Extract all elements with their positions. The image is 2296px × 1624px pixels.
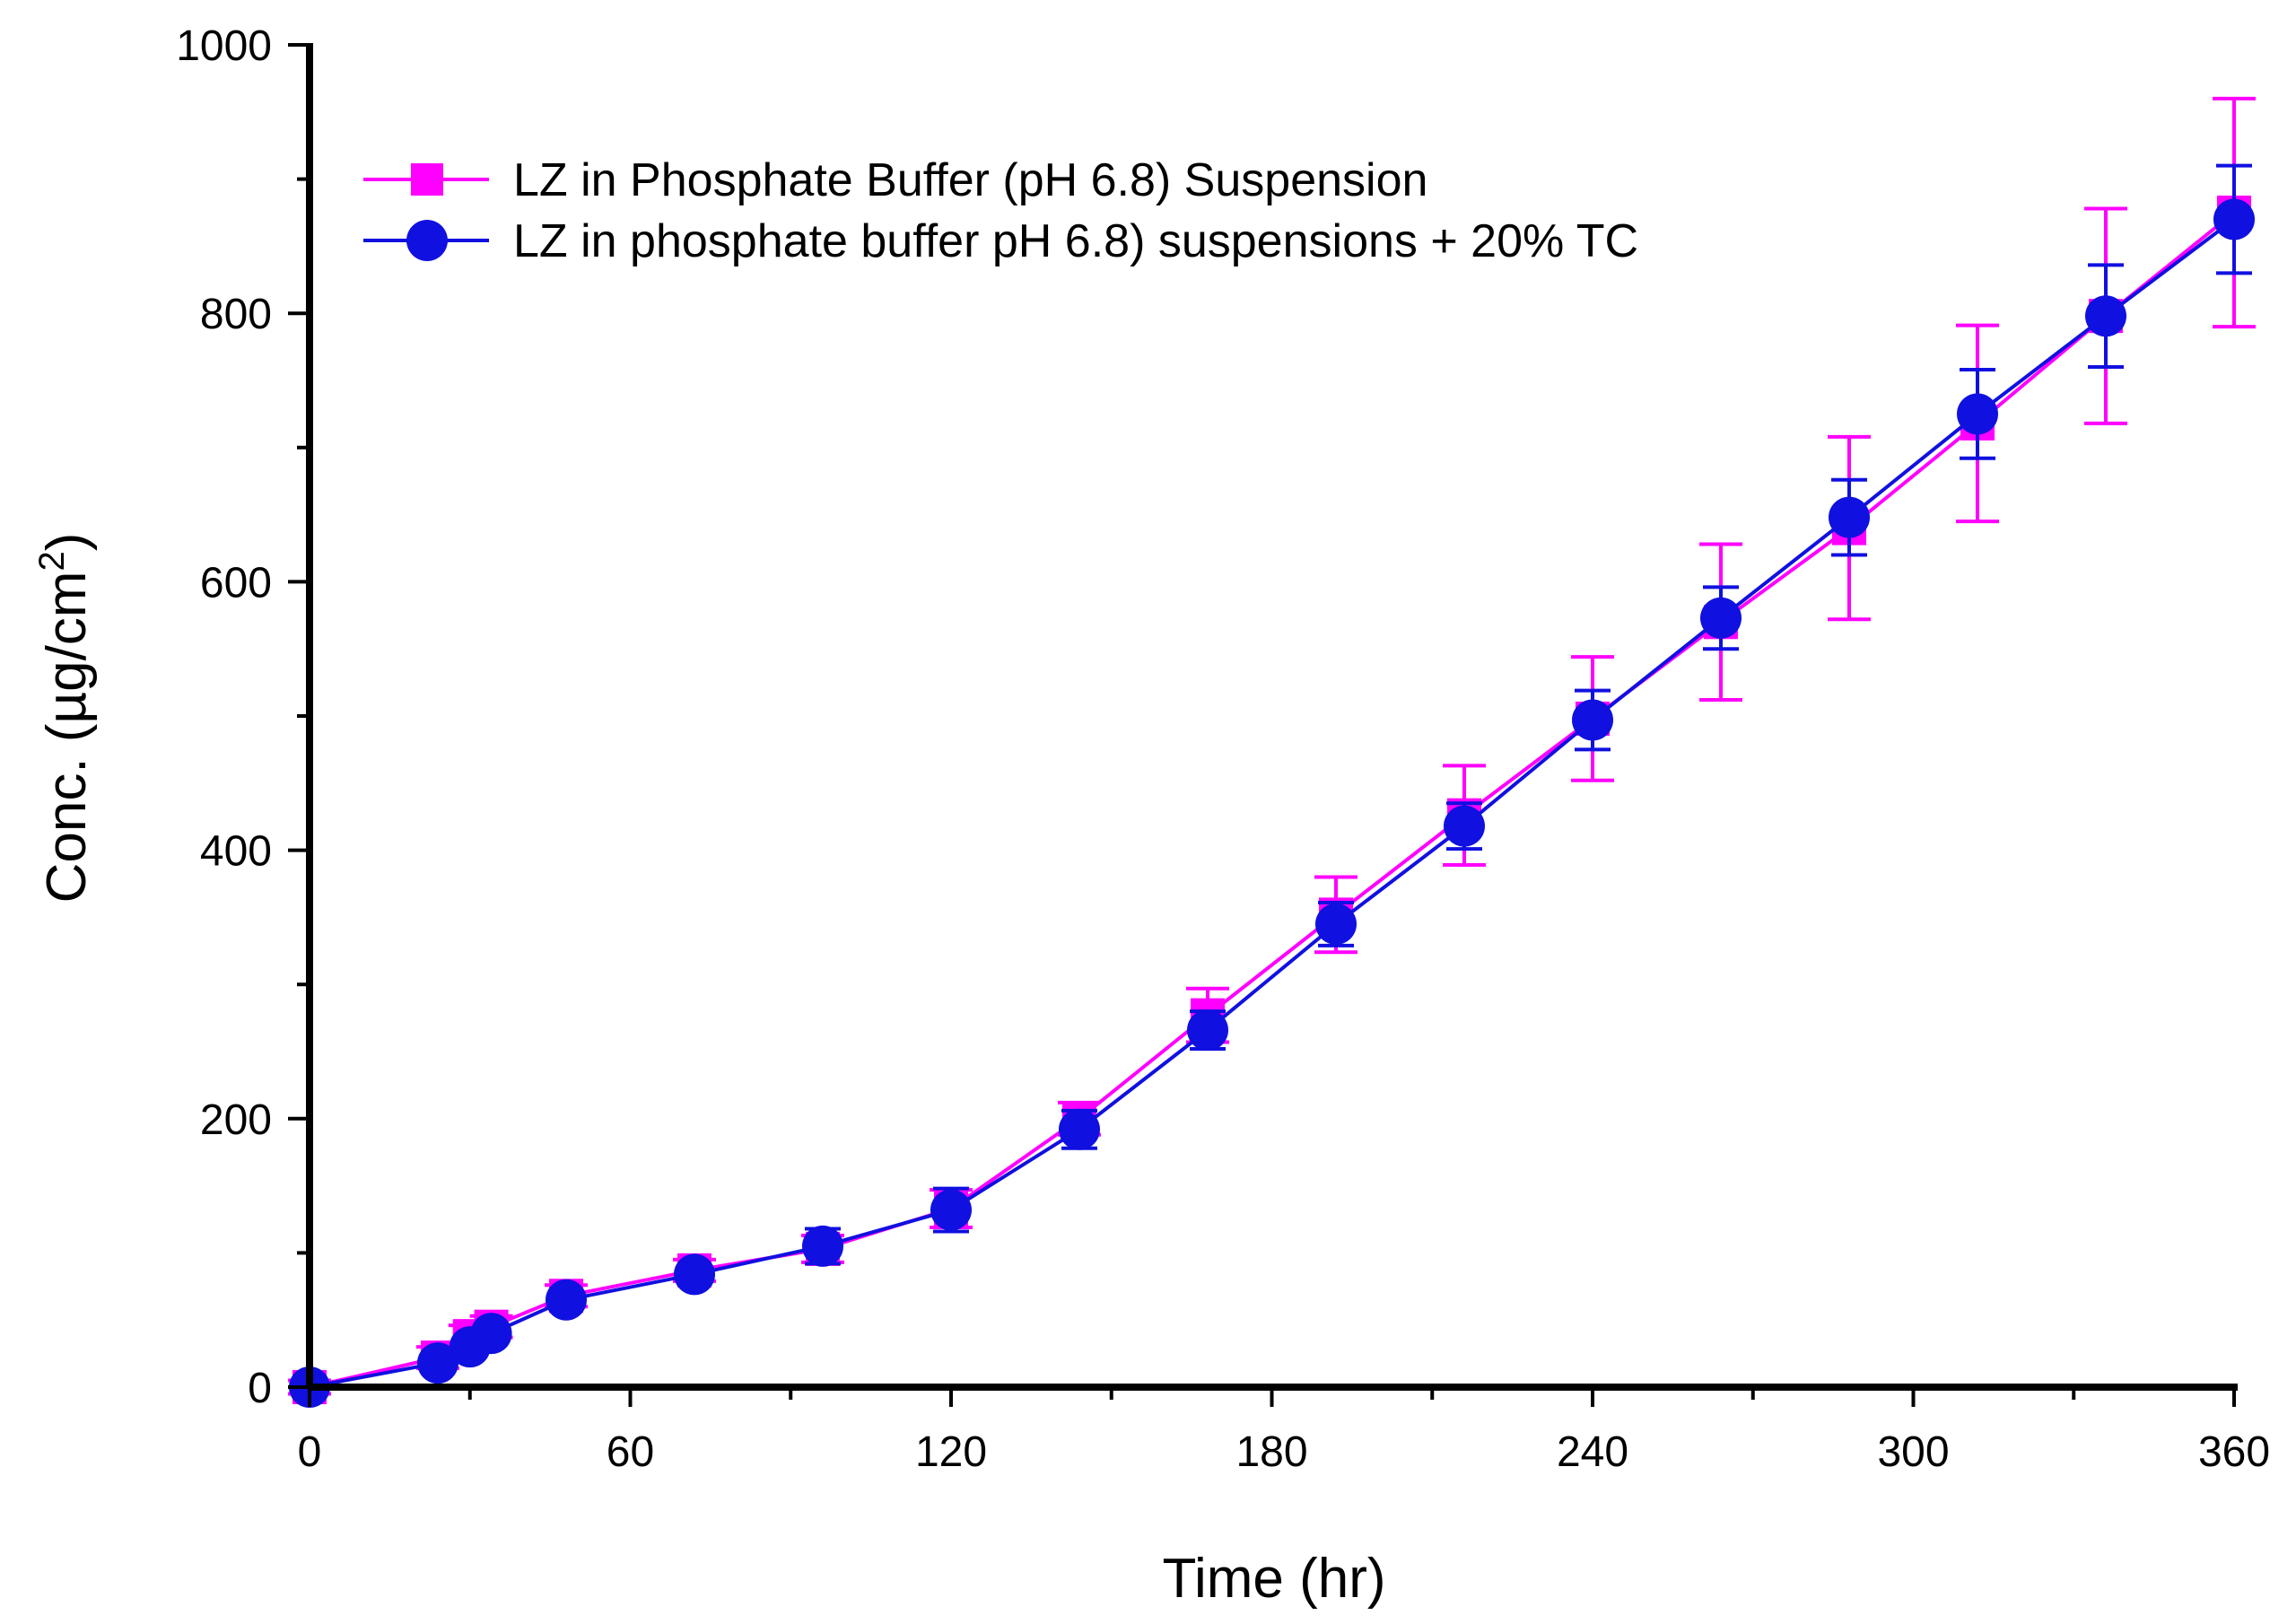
axes <box>288 43 2238 1407</box>
x-tick-label: 60 <box>607 1428 654 1476</box>
y-axis-title: Conc. (µg/cm2) <box>32 533 98 904</box>
y-tick-label: 400 <box>200 828 272 876</box>
y-axis-title-superscript: 2 <box>32 551 72 571</box>
y-tick-label: 800 <box>200 291 272 338</box>
tick-labels: 0 200 400 600 800 1000 0 60 120 180 240 300 360 <box>176 22 2270 1476</box>
y-axis-title-suffix: ) <box>36 533 98 552</box>
data-point-circle <box>417 1342 458 1384</box>
data-point-circle <box>2213 198 2255 240</box>
data-point-circle <box>1444 805 1485 847</box>
legend: LZ in Phosphate Buffer (pH 6.8) Suspensi… <box>363 154 1638 267</box>
legend-circle-marker <box>406 220 448 261</box>
series-2 <box>289 163 2255 1408</box>
y-axis-title-prefix: Conc. (µg/cm <box>36 571 98 903</box>
x-tick-label: 300 <box>1877 1428 1949 1476</box>
plot-series <box>288 96 2256 1408</box>
legend-entry-series-1: LZ in Phosphate Buffer (pH 6.8) Suspensi… <box>363 154 1427 206</box>
data-point-circle <box>1829 496 1870 538</box>
y-tick-label: 1000 <box>176 22 272 70</box>
legend-label-series-1: LZ in Phosphate Buffer (pH 6.8) Suspensi… <box>513 154 1427 206</box>
data-point-circle <box>1187 1009 1228 1052</box>
data-point-circle <box>930 1189 972 1231</box>
data-point-circle <box>546 1279 587 1321</box>
data-point-circle <box>1572 699 1613 741</box>
x-tick-label: 180 <box>1235 1428 1307 1476</box>
x-axis-title: Time (hr) <box>1162 1548 1385 1610</box>
data-point-circle <box>802 1225 843 1267</box>
data-point-circle <box>1957 393 1998 435</box>
legend-label-series-2: LZ in phosphate buffer pH 6.8) suspensio… <box>513 215 1638 267</box>
y-tick-label: 0 <box>248 1365 272 1412</box>
data-point-circle <box>1315 903 1357 945</box>
data-point-circle <box>1059 1108 1100 1150</box>
x-tick-label: 0 <box>298 1428 322 1476</box>
legend-entry-series-2: LZ in phosphate buffer pH 6.8) suspensio… <box>363 215 1638 267</box>
legend-square-marker <box>411 163 443 196</box>
x-tick-label: 120 <box>915 1428 987 1476</box>
x-tick-label: 240 <box>1557 1428 1628 1476</box>
y-tick-label: 200 <box>200 1096 272 1144</box>
data-point-circle <box>1700 597 1742 639</box>
data-point-circle <box>674 1253 715 1296</box>
data-point-circle <box>470 1313 512 1355</box>
x-tick-label: 360 <box>2198 1428 2270 1476</box>
data-point-circle <box>2085 295 2126 337</box>
y-tick-label: 600 <box>200 559 272 607</box>
